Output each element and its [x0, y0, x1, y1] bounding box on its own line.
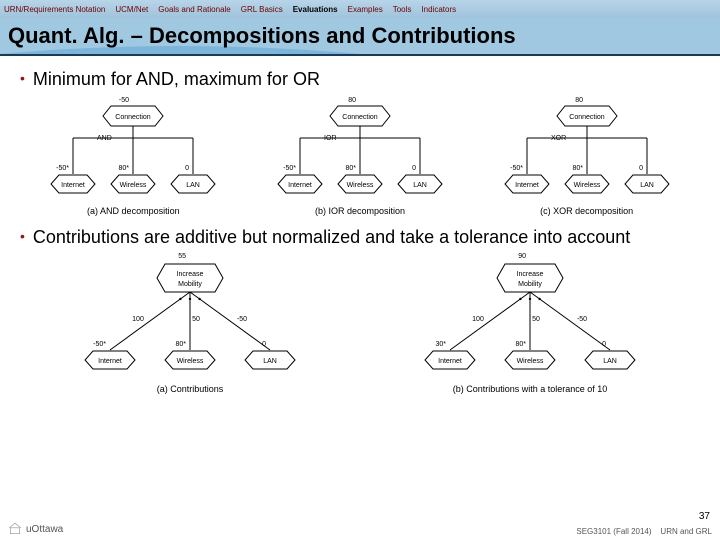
nav-item[interactable]: Tools: [393, 5, 412, 14]
contrib-panel: Increase Mobility 55 100 Internet -50* 50 Wirel…: [70, 252, 310, 394]
footer-topic: URN and GRL: [660, 527, 712, 536]
decomp-diagram: Connection-50ANDInternet-50*Wireless80*L…: [43, 94, 223, 204]
svg-text:Internet: Internet: [438, 358, 462, 365]
svg-text:Wireless: Wireless: [177, 358, 204, 365]
building-icon: [8, 522, 22, 536]
nav-item[interactable]: UCM/Net: [115, 5, 148, 14]
slide-title: Quant. Alg. – Decompositions and Contrib…: [8, 23, 516, 49]
svg-text:80: 80: [575, 97, 583, 104]
svg-text:50: 50: [532, 316, 540, 323]
nav-bar: URN/Requirements Notation UCM/Net Goals an…: [0, 0, 720, 18]
svg-text:-50*: -50*: [283, 165, 296, 172]
svg-text:80*: 80*: [119, 165, 130, 172]
svg-text:LAN: LAN: [263, 358, 277, 365]
bullet-1-text: Minimum for AND, maximum for OR: [33, 68, 320, 90]
university-logo: uOttawa: [8, 522, 63, 536]
nav-item[interactable]: Indicators: [421, 5, 456, 14]
svg-text:Internet: Internet: [61, 182, 85, 189]
svg-text:-50: -50: [119, 97, 129, 104]
caption: (c) XOR decomposition: [540, 206, 633, 216]
footer-right: SEG3101 (Fall 2014) URN and GRL: [576, 527, 712, 536]
footer-course: SEG3101 (Fall 2014): [576, 527, 651, 536]
nav-item[interactable]: GRL Basics: [241, 5, 283, 14]
svg-text:Mobility: Mobility: [518, 281, 542, 288]
svg-text:Wireless: Wireless: [517, 358, 544, 365]
nav-item[interactable]: Examples: [348, 5, 383, 14]
svg-text:90: 90: [518, 253, 526, 260]
svg-text:0: 0: [185, 165, 189, 172]
svg-text:Internet: Internet: [288, 182, 312, 189]
decomp-diagram: Connection80XORInternet-50*Wireless80*LA…: [497, 94, 677, 204]
contrib-diagram: Increase Mobility 90 100 Internet 30* 50 Wirele…: [410, 252, 650, 382]
svg-text:80*: 80*: [515, 341, 526, 348]
title-bar: Quant. Alg. – Decompositions and Contrib…: [0, 18, 720, 56]
svg-text:Wireless: Wireless: [573, 182, 600, 189]
svg-text:80*: 80*: [175, 341, 186, 348]
caption: (b) Contributions with a tolerance of 10: [453, 384, 608, 394]
svg-text:Wireless: Wireless: [347, 182, 374, 189]
svg-text:Connection: Connection: [342, 114, 378, 121]
svg-text:Increase: Increase: [177, 271, 204, 278]
caption: (b) IOR decomposition: [315, 206, 405, 216]
nav-item[interactable]: URN/Requirements Notation: [4, 5, 105, 14]
bullet-2-text: Contributions are additive but normalize…: [33, 226, 630, 248]
svg-text:Connection: Connection: [569, 114, 605, 121]
svg-text:55: 55: [178, 253, 186, 260]
svg-text:-50: -50: [237, 316, 247, 323]
contrib-diagram: Increase Mobility 55 100 Internet -50* 50 Wirel…: [70, 252, 310, 382]
decomp-panel: Connection-50ANDInternet-50*Wireless80*L…: [43, 94, 223, 216]
slide: URN/Requirements Notation UCM/Net Goals an…: [0, 0, 720, 540]
svg-text:-50*: -50*: [510, 165, 523, 172]
svg-text:Wireless: Wireless: [120, 182, 147, 189]
svg-text:80*: 80*: [572, 165, 583, 172]
svg-text:0: 0: [639, 165, 643, 172]
bullet-dot-icon: •: [20, 226, 25, 246]
svg-text:LAN: LAN: [603, 358, 617, 365]
svg-text:80*: 80*: [345, 165, 356, 172]
svg-text:100: 100: [472, 316, 484, 323]
svg-text:80: 80: [348, 97, 356, 104]
decomp-diagram: Connection80IORInternet-50*Wireless80*LA…: [270, 94, 450, 204]
svg-text:0: 0: [602, 341, 606, 348]
svg-text:-50: -50: [577, 316, 587, 323]
svg-text:Connection: Connection: [116, 114, 152, 121]
nav-item[interactable]: Evaluations: [293, 5, 338, 14]
svg-text:Increase: Increase: [517, 271, 544, 278]
contrib-panel: Increase Mobility 90 100 Internet 30* 50 Wirele…: [410, 252, 650, 394]
svg-text:0: 0: [262, 341, 266, 348]
svg-text:LAN: LAN: [413, 182, 427, 189]
svg-text:LAN: LAN: [640, 182, 654, 189]
svg-text:Internet: Internet: [98, 358, 122, 365]
caption: (a) AND decomposition: [87, 206, 180, 216]
decomp-panel: Connection80XORInternet-50*Wireless80*LA…: [497, 94, 677, 216]
svg-text:30*: 30*: [435, 341, 446, 348]
contribution-row: Increase Mobility 55 100 Internet -50* 50 Wirel…: [20, 252, 700, 394]
page-number: 37: [699, 511, 710, 522]
bullet-2: • Contributions are additive but normali…: [20, 226, 700, 248]
svg-text:-50*: -50*: [56, 165, 69, 172]
svg-text:50: 50: [192, 316, 200, 323]
logo-text: uOttawa: [26, 524, 63, 535]
svg-text:Mobility: Mobility: [178, 281, 202, 288]
bullet-1: • Minimum for AND, maximum for OR: [20, 68, 700, 90]
svg-text:LAN: LAN: [187, 182, 201, 189]
svg-text:0: 0: [412, 165, 416, 172]
svg-text:100: 100: [132, 316, 144, 323]
slide-body: • Minimum for AND, maximum for OR Connec…: [0, 56, 720, 394]
decomp-panel: Connection80IORInternet-50*Wireless80*LA…: [270, 94, 450, 216]
svg-text:-50*: -50*: [93, 341, 106, 348]
decomposition-row: Connection-50ANDInternet-50*Wireless80*L…: [20, 94, 700, 216]
svg-text:Internet: Internet: [515, 182, 539, 189]
nav-item[interactable]: Goals and Rationale: [158, 5, 231, 14]
footer: uOttawa SEG3101 (Fall 2014) URN and GRL: [0, 522, 720, 536]
bullet-dot-icon: •: [20, 68, 25, 88]
caption: (a) Contributions: [157, 384, 224, 394]
